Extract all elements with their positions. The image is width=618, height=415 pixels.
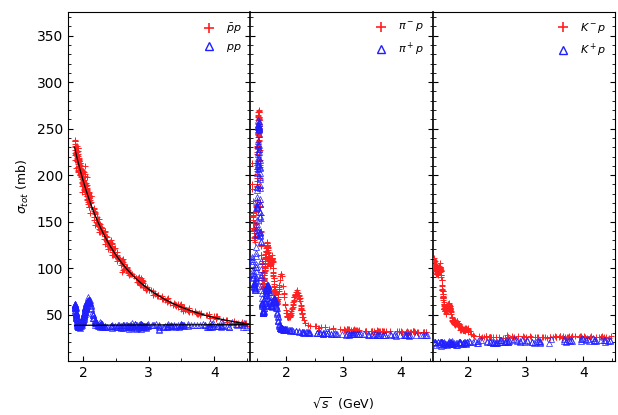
Legend: $K^-p$, $K^+p$: $K^-p$, $K^+p$ <box>548 18 609 63</box>
Y-axis label: $\sigma_{tot}$ (mb): $\sigma_{tot}$ (mb) <box>15 159 31 215</box>
Text: $\sqrt{s}$  (GeV): $\sqrt{s}$ (GeV) <box>312 395 374 412</box>
Legend: $\bar{p}p$, $pp$: $\bar{p}p$, $pp$ <box>195 18 245 58</box>
Legend: $\pi^-p$, $\pi^+p$: $\pi^-p$, $\pi^+p$ <box>367 18 427 62</box>
